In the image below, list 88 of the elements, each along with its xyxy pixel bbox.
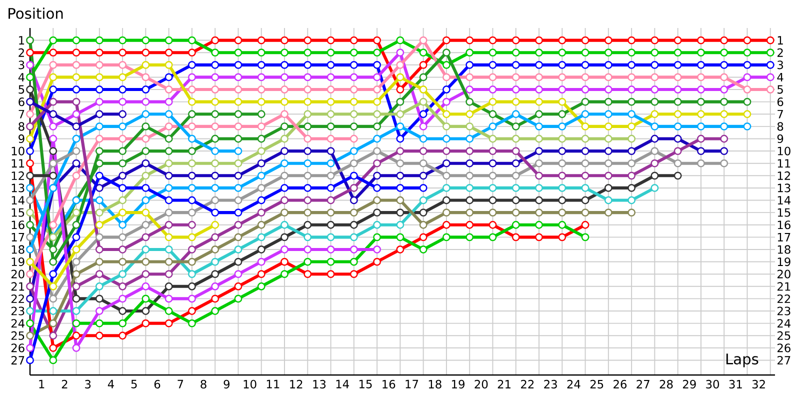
y-tick-label: 3	[18, 60, 24, 70]
y2-tick-label: 24	[777, 319, 791, 328]
y2-tick-label: 15	[778, 208, 790, 217]
y-tick-label: 24	[11, 319, 24, 328]
y-tick-label: 17	[12, 233, 24, 242]
x-tick-label: 28	[660, 380, 673, 388]
y2-tick-label: 22	[777, 294, 790, 303]
y-tick-label: 9	[18, 134, 24, 144]
y-tick-label: 8	[18, 122, 24, 131]
x-tick-label: 12	[290, 380, 302, 388]
x-tick-label: 31	[729, 380, 742, 388]
y2-tick-label: 8	[777, 122, 784, 131]
y2-tick-label: 5	[778, 85, 783, 94]
x-tick-label: 20	[474, 380, 488, 388]
y2-tick-label: 4	[777, 73, 784, 82]
y2-tick-label: 21	[777, 282, 790, 291]
x-tick-label: 27	[636, 380, 650, 388]
y-tick-label: 5	[18, 85, 24, 94]
y2-tick-label: 10	[778, 146, 790, 156]
y2-tick-label: 3	[778, 60, 783, 70]
y-tick-label: 26	[11, 344, 24, 352]
y2-tick-label: 12	[778, 171, 790, 180]
x-tick-label: 13	[313, 380, 326, 388]
y2-tick-label: 27	[777, 356, 790, 364]
y2-tick-label: 6	[777, 98, 784, 106]
x-tick-label: 29	[682, 380, 696, 388]
y-tick-label: 2	[18, 48, 24, 57]
y-tick-label: 20	[11, 270, 24, 278]
y2-tick-label: 11	[778, 159, 790, 168]
y-tick-label: 23	[11, 306, 24, 316]
y-tick-label: 15	[12, 208, 24, 217]
y2-tick-label: 23	[777, 306, 790, 316]
x-tick-label: 16	[382, 380, 396, 388]
x-tick-label: 2	[62, 380, 68, 388]
x-tick-label: 14	[336, 380, 349, 388]
y2-tick-label: 7	[778, 110, 783, 118]
y-tick-label: 14	[12, 196, 24, 204]
y2-tick-label: 20	[777, 270, 790, 278]
x-tick-label: 25	[590, 380, 604, 388]
y-tick-label: 12	[12, 171, 24, 180]
y2-tick-label: 17	[778, 233, 790, 242]
y2-tick-label: 16	[778, 220, 790, 230]
x-tick-label: 30	[706, 380, 720, 388]
x-tick-label: 19	[452, 380, 464, 388]
x-tick-label: 32	[752, 380, 765, 388]
y-tick-label: 18	[12, 245, 24, 254]
y-tick-label: 22	[11, 294, 24, 303]
x-tick-label: 11	[266, 380, 280, 388]
y-tick-label: 6	[18, 98, 24, 106]
x-tick-label: 17	[406, 380, 418, 388]
y-tick-label: 25	[11, 331, 24, 340]
x-tick-label: 8	[200, 380, 206, 388]
y-tick-label: 10	[12, 146, 24, 156]
y-tick-label: 4	[18, 73, 24, 82]
x-tick-label: 21	[498, 380, 510, 388]
y2-tick-label: 26	[777, 344, 790, 352]
y-tick-label: 27	[11, 356, 24, 364]
x-tick-label: 24	[567, 380, 580, 388]
x-tick-label: 26	[614, 380, 627, 388]
x-tick-label: 10	[244, 380, 256, 388]
y-tick-label: 1	[19, 36, 24, 44]
x-tick-label: 9	[224, 380, 230, 388]
x-tick-label: 18	[428, 380, 442, 388]
y-tick-label: 11	[12, 159, 24, 168]
x-tick-label: 4	[108, 380, 114, 388]
x-axis-title: Laps	[726, 354, 758, 368]
y-tick-label: 13	[12, 184, 24, 192]
y2-tick-label: 1	[778, 36, 783, 44]
y2-tick-label: 25	[777, 331, 790, 340]
y2-tick-label: 14	[778, 196, 791, 204]
y2-tick-label: 18	[778, 245, 790, 254]
y-axis-title: Position	[8, 8, 63, 19]
y2-tick-label: 9	[777, 134, 784, 144]
y-tick-label: 19	[12, 257, 24, 266]
x-tick-label: 15	[359, 380, 372, 388]
x-tick-label: 1	[39, 380, 44, 388]
y2-tick-label: 2	[777, 48, 783, 57]
x-tick-label: 22	[521, 380, 534, 388]
y2-tick-label: 19	[778, 257, 790, 266]
y-tick-label: 21	[11, 282, 24, 291]
x-tick-label: 6	[154, 380, 160, 388]
x-tick-label: 23	[544, 380, 557, 388]
x-tick-label: 7	[178, 380, 184, 388]
x-tick-label: 5	[131, 380, 137, 388]
y-tick-label: 7	[18, 110, 24, 118]
y-tick-label: 16	[12, 220, 24, 230]
x-tick-label: 3	[85, 380, 91, 388]
y2-tick-label: 13	[778, 184, 790, 192]
